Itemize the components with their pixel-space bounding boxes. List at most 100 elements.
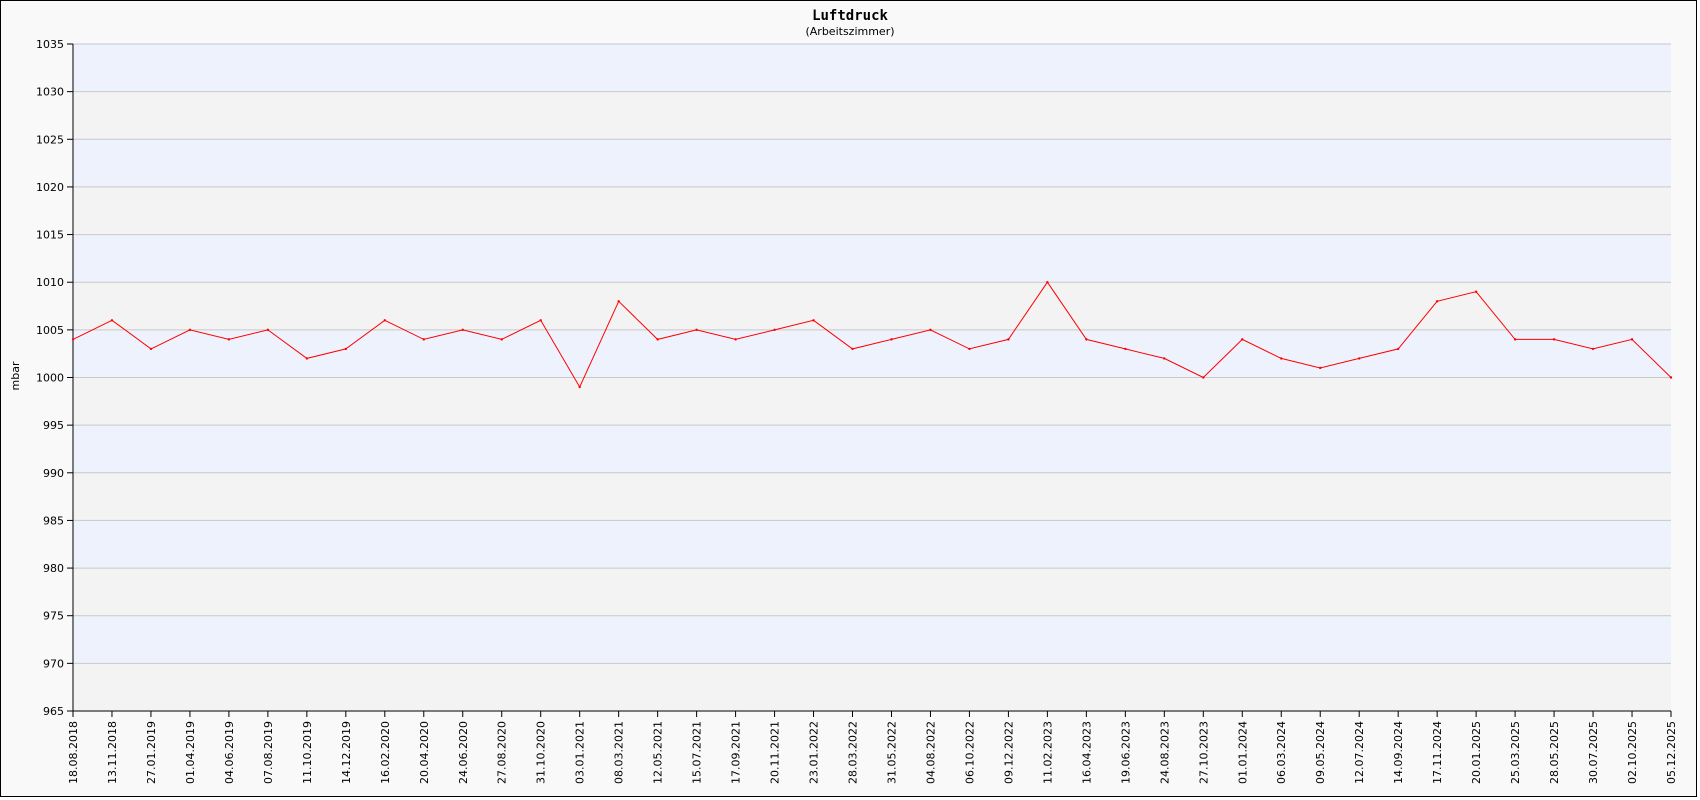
data-point bbox=[1669, 376, 1673, 379]
y-tick-label: 1030 bbox=[36, 86, 64, 99]
x-tick-label: 17.11.2024 bbox=[1431, 721, 1444, 784]
y-tick-label: 990 bbox=[43, 467, 64, 480]
data-point bbox=[1357, 357, 1361, 360]
data-point bbox=[305, 357, 309, 360]
data-point bbox=[149, 347, 153, 351]
background-band bbox=[73, 425, 1671, 473]
x-tick-label: 13.11.2018 bbox=[106, 721, 119, 784]
x-tick-label: 17.09.2021 bbox=[730, 721, 743, 784]
x-tick-label: 18.08.2018 bbox=[67, 721, 80, 784]
data-point bbox=[656, 338, 659, 341]
data-point bbox=[383, 319, 387, 322]
x-tick-label: 15.07.2021 bbox=[691, 721, 704, 784]
background-band bbox=[73, 139, 1671, 187]
x-tick-label: 30.07.2025 bbox=[1587, 721, 1600, 784]
chart-title: Luftdruck bbox=[812, 8, 888, 24]
series-line bbox=[72, 281, 1672, 389]
data-point bbox=[1396, 347, 1400, 351]
data-point bbox=[500, 338, 503, 341]
data-point bbox=[227, 338, 231, 341]
background-band bbox=[73, 44, 1671, 92]
y-tick-label: 975 bbox=[43, 610, 64, 623]
data-point bbox=[1280, 357, 1283, 360]
x-tick-label: 09.05.2024 bbox=[1314, 721, 1327, 784]
data-point bbox=[890, 338, 893, 341]
data-point bbox=[71, 338, 75, 341]
data-point bbox=[734, 338, 737, 341]
x-tick-label: 14.12.2019 bbox=[340, 721, 353, 784]
x-tick-label: 12.07.2024 bbox=[1353, 721, 1366, 784]
data-point bbox=[812, 319, 815, 322]
data-point bbox=[110, 319, 114, 322]
data-point bbox=[1046, 281, 1049, 284]
y-tick-label: 1025 bbox=[36, 133, 64, 146]
data-point bbox=[344, 347, 348, 351]
data-point bbox=[188, 328, 192, 332]
x-tick-label: 09.12.2022 bbox=[1002, 721, 1015, 784]
background-band bbox=[73, 663, 1671, 711]
x-tick-label: 31.05.2022 bbox=[885, 721, 898, 784]
data-point bbox=[773, 328, 776, 332]
x-tick-label: 11.02.2023 bbox=[1041, 721, 1054, 784]
data-point bbox=[1007, 338, 1010, 341]
x-tick-label: 16.04.2023 bbox=[1080, 721, 1093, 784]
x-tick-label: 24.08.2023 bbox=[1158, 721, 1171, 784]
x-tick-label: 07.08.2019 bbox=[262, 721, 275, 784]
background-band bbox=[73, 377, 1671, 426]
x-tick-label: 27.10.2023 bbox=[1197, 721, 1210, 784]
background-bands bbox=[73, 44, 1671, 711]
data-point bbox=[461, 328, 464, 332]
x-tick-label: 20.04.2020 bbox=[418, 721, 431, 784]
x-tick-label: 04.08.2022 bbox=[924, 721, 937, 784]
x-tick-label: 06.10.2022 bbox=[963, 721, 976, 784]
series-group bbox=[71, 281, 1673, 389]
data-point bbox=[617, 300, 620, 303]
x-tick-label: 25.03.2025 bbox=[1509, 721, 1522, 784]
data-point bbox=[695, 328, 698, 332]
data-point bbox=[1474, 290, 1478, 293]
x-tick-label: 27.01.2019 bbox=[145, 721, 158, 784]
data-point bbox=[851, 347, 854, 351]
y-tick-label: 995 bbox=[43, 419, 64, 432]
background-band bbox=[73, 282, 1671, 330]
background-band bbox=[73, 520, 1671, 569]
y-tick-label: 965 bbox=[43, 705, 64, 718]
data-point bbox=[1591, 347, 1595, 351]
x-tick-label: 23.01.2022 bbox=[808, 721, 821, 784]
y-tick-label: 1020 bbox=[36, 181, 64, 194]
x-axis-ticks: 18.08.2018 13.11.2018 27.01.2019 01.04.2019… bbox=[67, 711, 1678, 784]
data-point bbox=[1630, 338, 1634, 341]
x-tick-label: 04.06.2019 bbox=[223, 721, 236, 784]
gridlines bbox=[72, 43, 1671, 712]
data-point bbox=[539, 319, 542, 322]
data-point bbox=[1085, 338, 1088, 341]
data-point bbox=[266, 328, 270, 332]
y-tick-label: 1015 bbox=[36, 229, 64, 242]
data-point bbox=[422, 338, 425, 341]
x-tick-label: 20.01.2025 bbox=[1470, 721, 1483, 784]
data-point bbox=[1241, 338, 1244, 341]
x-tick-label: 28.03.2022 bbox=[847, 721, 860, 784]
data-point bbox=[1513, 338, 1517, 341]
x-tick-label: 01.01.2024 bbox=[1236, 721, 1249, 784]
y-tick-label: 970 bbox=[43, 657, 64, 670]
data-point bbox=[1124, 347, 1127, 351]
x-tick-label: 28.05.2025 bbox=[1548, 721, 1561, 784]
x-tick-label: 24.06.2020 bbox=[457, 721, 470, 784]
y-tick-label: 1005 bbox=[36, 324, 64, 337]
y-tick-label: 980 bbox=[43, 562, 64, 575]
data-point bbox=[968, 347, 971, 351]
y-tick-label: 1010 bbox=[36, 276, 64, 289]
x-tick-label: 03.01.2021 bbox=[574, 721, 587, 784]
y-tick-label: 985 bbox=[43, 514, 64, 527]
data-point bbox=[578, 385, 581, 389]
background-band bbox=[73, 615, 1671, 664]
background-band bbox=[73, 91, 1671, 140]
x-tick-label: 01.04.2019 bbox=[184, 721, 197, 784]
x-tick-label: 16.02.2020 bbox=[379, 721, 392, 784]
y-tick-label: 1035 bbox=[36, 38, 64, 51]
x-tick-label: 14.09.2024 bbox=[1392, 721, 1405, 784]
data-point bbox=[1163, 357, 1166, 360]
